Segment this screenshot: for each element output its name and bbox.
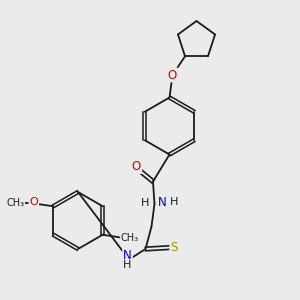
Text: O: O [29,197,38,207]
Text: CH₃: CH₃ [121,233,139,243]
Text: H: H [123,260,132,270]
Text: H: H [170,196,178,207]
Text: O: O [168,68,177,82]
Text: O: O [132,160,141,173]
Text: methoxy: methoxy [12,202,18,203]
Text: S: S [170,241,178,254]
Text: N: N [123,249,132,262]
Text: H: H [141,197,150,208]
Text: N: N [158,196,166,209]
Text: CH₃: CH₃ [6,198,24,208]
